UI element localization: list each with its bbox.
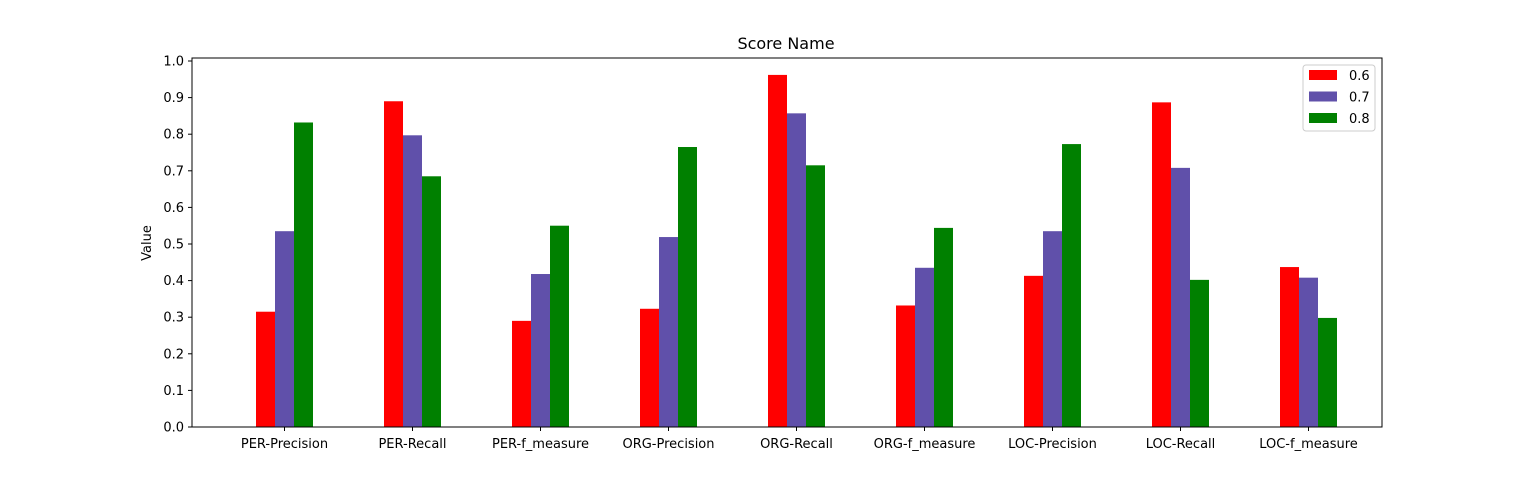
chart-title: Score Name — [737, 34, 834, 53]
legend-label: 0.6 — [1349, 69, 1370, 84]
x-tick-label: PER-Precision — [241, 437, 328, 452]
bar — [403, 135, 422, 427]
bar — [896, 305, 915, 427]
bar — [768, 74, 787, 428]
bar — [787, 113, 806, 427]
bar — [806, 165, 825, 427]
y-tick-label: 1.0 — [163, 55, 184, 70]
bar — [256, 311, 275, 427]
bar — [915, 267, 934, 427]
x-tick-label: LOC-Precision — [1008, 437, 1097, 452]
bar — [512, 320, 531, 427]
y-tick-label: 0.3 — [163, 311, 184, 326]
bar — [1024, 275, 1043, 427]
x-axis: PER-Precision PER-Recall PER-f_measure ORG-… — [241, 427, 1358, 452]
bar — [934, 227, 953, 427]
bar — [531, 274, 550, 427]
y-axis-label: Value — [140, 225, 155, 261]
legend-swatch — [1309, 113, 1337, 123]
bar — [294, 122, 313, 427]
bar — [1280, 267, 1299, 427]
plot-frame — [191, 57, 1383, 428]
bar — [678, 147, 697, 427]
y-tick-label: 0.0 — [163, 421, 184, 436]
y-tick-label: 0.9 — [163, 91, 184, 106]
bar — [1299, 277, 1318, 427]
y-tick-label: 0.2 — [163, 347, 184, 362]
y-tick-label: 0.5 — [163, 238, 184, 253]
y-tick-label: 0.8 — [163, 128, 184, 143]
bar — [1152, 102, 1171, 427]
x-tick-label: PER-f_measure — [492, 437, 589, 452]
bar — [1171, 167, 1190, 427]
legend-label: 0.7 — [1349, 91, 1370, 106]
x-tick-label: ORG-Recall — [760, 437, 833, 452]
bars-group — [256, 74, 1337, 428]
x-tick-label: ORG-Precision — [622, 437, 714, 452]
bar — [1318, 317, 1337, 427]
bar — [275, 231, 294, 427]
y-tick-label: 0.1 — [163, 384, 184, 399]
bar — [550, 225, 569, 427]
bar — [1062, 144, 1081, 427]
legend-swatch — [1309, 91, 1337, 102]
x-tick-label: ORG-f_measure — [874, 437, 976, 452]
bar — [1190, 279, 1209, 427]
y-axis: 0.0 0.1 0.2 0.3 0.4 0.5 0.6 0.7 0.8 0.9 1.0 — [163, 55, 192, 436]
y-tick-label: 0.7 — [163, 164, 184, 179]
bar — [640, 308, 659, 427]
legend-swatch — [1309, 70, 1337, 80]
bar — [659, 237, 678, 427]
bar — [422, 176, 441, 427]
bar — [384, 101, 403, 427]
legend-label: 0.8 — [1349, 112, 1370, 127]
x-tick-label: LOC-Recall — [1146, 437, 1216, 452]
legend: 0.6 0.7 0.8 — [1302, 64, 1376, 132]
x-tick-label: LOC-f_measure — [1259, 437, 1358, 452]
y-tick-label: 0.6 — [163, 201, 184, 216]
y-tick-label: 0.4 — [163, 274, 184, 289]
x-tick-label: PER-Recall — [378, 437, 446, 452]
bar — [1043, 231, 1062, 427]
